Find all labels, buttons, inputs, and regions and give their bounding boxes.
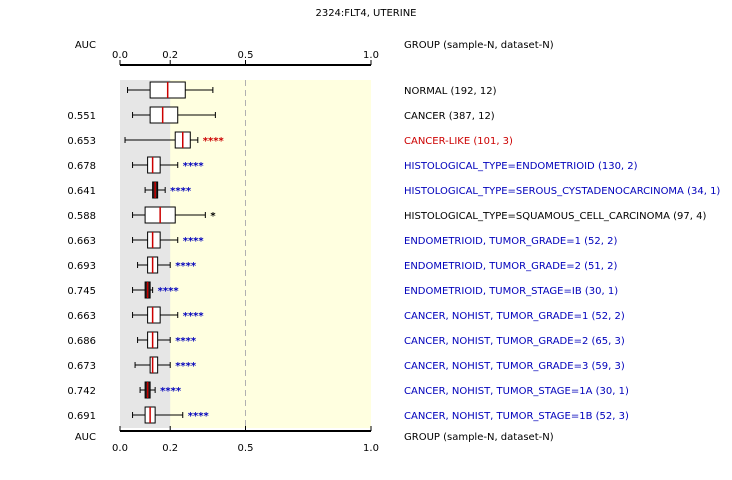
significance-stars: ****: [203, 136, 225, 147]
significance-stars: *: [210, 211, 216, 222]
auc-value: 0.551: [67, 111, 96, 122]
box: [149, 106, 179, 124]
group-row: 0.673 **** CANCER, NOHIST, TUMOR_GRADE=3 (…: [67, 356, 625, 374]
auc-value: 0.673: [67, 361, 96, 372]
group-row: 0.588 * HISTOLOGICAL_TYPE=SQUAMOUS_CELL_CA…: [67, 206, 706, 224]
group-label: CANCER, NOHIST, TUMOR_STAGE=1A (30, 1): [404, 386, 629, 397]
normal-band: [120, 80, 171, 428]
x-tick-label-bottom: 0.2: [162, 443, 178, 454]
group-label: CANCER, NOHIST, TUMOR_GRADE=3 (59, 3): [404, 361, 625, 372]
group-row: NORMAL (192, 12): [127, 81, 497, 99]
group-label: CANCER, NOHIST, TUMOR_GRADE=1 (52, 2): [404, 311, 625, 322]
group-row: 0.693 **** ENDOMETRIOID, TUMOR_GRADE=2 (51…: [67, 256, 617, 274]
auc-header-top: AUC: [75, 40, 96, 51]
auc-value: 0.663: [67, 311, 96, 322]
significance-stars: ****: [170, 186, 192, 197]
auc-value: 0.641: [67, 186, 96, 197]
group-label: CANCER (387, 12): [404, 111, 495, 122]
group-label: NORMAL (192, 12): [404, 86, 497, 97]
x-tick-label-top: 0.5: [238, 50, 254, 61]
box: [147, 231, 161, 249]
auc-value: 0.691: [67, 411, 96, 422]
significance-stars: ****: [160, 386, 182, 397]
group-label: CANCER, NOHIST, TUMOR_STAGE=1B (52, 3): [404, 411, 629, 422]
auc-value: 0.678: [67, 161, 96, 172]
significance-stars: ****: [175, 361, 197, 372]
x-tick-label-bottom: 0.5: [238, 443, 254, 454]
significance-stars: ****: [175, 261, 197, 272]
group-label: ENDOMETRIOID, TUMOR_GRADE=2 (51, 2): [404, 261, 617, 272]
box: [149, 356, 159, 374]
group-row: 0.678 **** HISTOLOGICAL_TYPE=ENDOMETRIOID …: [67, 156, 638, 174]
group-header-top: GROUP (sample-N, dataset-N): [404, 40, 554, 51]
auc-value: 0.588: [67, 211, 96, 222]
group-row: 0.653 **** CANCER-LIKE (101, 3): [67, 131, 513, 149]
box: [147, 306, 161, 324]
group-row: 0.663 **** ENDOMETRIOID, TUMOR_GRADE=1 (52…: [67, 231, 617, 249]
group-label: HISTOLOGICAL_TYPE=SQUAMOUS_CELL_CARCINOM…: [404, 211, 706, 222]
auc-value: 0.653: [67, 136, 96, 147]
auc-value: 0.663: [67, 236, 96, 247]
group-label: ENDOMETRIOID, TUMOR_GRADE=1 (52, 2): [404, 236, 617, 247]
box: [147, 156, 161, 174]
group-row: 0.745 **** ENDOMETRIOID, TUMOR_STAGE=IB (3…: [67, 281, 618, 299]
x-tick-label-top: 0.0: [112, 50, 128, 61]
significance-stars: ****: [183, 236, 205, 247]
auc-value: 0.693: [67, 261, 96, 272]
x-axis-top: 0.0 0.2 0.5 1.0: [112, 50, 379, 66]
x-tick-label-bottom: 0.0: [112, 443, 128, 454]
x-tick-label-top: 1.0: [363, 50, 379, 61]
group-label: CANCER, NOHIST, TUMOR_GRADE=2 (65, 3): [404, 336, 625, 347]
auc-value: 0.742: [67, 386, 96, 397]
chart-title: 2324:FLT4, UTERINE: [315, 8, 416, 19]
auc-value: 0.745: [67, 286, 96, 297]
group-row: 0.742 **** CANCER, NOHIST, TUMOR_STAGE=1A …: [67, 381, 629, 399]
group-row: 0.691 **** CANCER, NOHIST, TUMOR_STAGE=1B …: [67, 406, 629, 424]
auc-header-bottom: AUC: [75, 432, 96, 443]
group-label: ENDOMETRIOID, TUMOR_STAGE=IB (30, 1): [404, 286, 618, 297]
auc-value: 0.686: [67, 336, 96, 347]
significance-stars: ****: [158, 286, 180, 297]
group-row: 0.641 **** HISTOLOGICAL_TYPE=SEROUS_CYSTAD…: [67, 181, 720, 199]
group-row: 0.686 **** CANCER, NOHIST, TUMOR_GRADE=2 (…: [67, 331, 625, 349]
group-row: 0.663 **** CANCER, NOHIST, TUMOR_GRADE=1 (…: [67, 306, 625, 324]
x-tick-label-top: 0.2: [162, 50, 178, 61]
significance-stars: ****: [183, 311, 205, 322]
x-axis-bottom: 0.0 0.2 0.5 1.0: [112, 426, 379, 454]
group-header-bottom: GROUP (sample-N, dataset-N): [404, 432, 554, 443]
group-label: CANCER-LIKE (101, 3): [404, 136, 513, 147]
group-label: HISTOLOGICAL_TYPE=ENDOMETRIOID (130, 2): [404, 161, 638, 172]
significance-stars: ****: [175, 336, 197, 347]
group-row: 0.551 CANCER (387, 12): [67, 106, 495, 124]
x-tick-label-bottom: 1.0: [363, 443, 379, 454]
group-label: HISTOLOGICAL_TYPE=SEROUS_CYSTADENOCARCIN…: [404, 186, 720, 197]
significance-stars: ****: [188, 411, 210, 422]
significance-stars: ****: [183, 161, 205, 172]
